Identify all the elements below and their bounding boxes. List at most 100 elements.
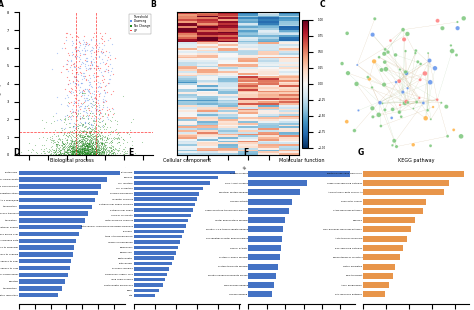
Point — [67, 151, 74, 156]
Point — [91, 100, 99, 105]
Point — [52, 141, 59, 146]
Point — [95, 89, 102, 94]
Point — [69, 148, 77, 153]
Point — [71, 128, 78, 133]
Point — [120, 149, 128, 154]
Point — [47, 138, 55, 143]
Point — [43, 135, 51, 140]
Point — [102, 49, 109, 54]
Point — [91, 95, 99, 100]
Point — [382, 47, 389, 52]
Point — [73, 69, 80, 74]
Point — [80, 145, 88, 150]
Point — [109, 112, 117, 117]
Point — [35, 136, 43, 141]
Point — [69, 153, 76, 157]
Point — [62, 35, 70, 40]
Point — [40, 134, 47, 139]
Point — [94, 149, 101, 154]
Point — [53, 145, 61, 150]
Point — [82, 152, 90, 157]
Point — [66, 80, 74, 85]
Point — [81, 152, 88, 157]
Point — [84, 145, 92, 150]
Point — [83, 150, 91, 155]
Point — [83, 147, 91, 152]
Point — [96, 151, 103, 156]
Point — [88, 131, 96, 136]
Point — [67, 147, 74, 152]
Point — [67, 59, 74, 64]
Point — [70, 152, 78, 157]
Point — [92, 134, 100, 139]
Point — [89, 143, 97, 148]
Point — [76, 116, 84, 121]
Point — [84, 97, 91, 102]
Point — [85, 144, 92, 148]
Point — [86, 80, 94, 85]
Point — [67, 149, 75, 154]
Point — [71, 145, 78, 150]
Point — [78, 147, 85, 152]
Point — [68, 150, 76, 155]
Point — [64, 75, 71, 80]
Point — [86, 131, 94, 136]
Point — [70, 141, 78, 146]
Point — [90, 131, 98, 135]
Point — [116, 135, 123, 140]
Point — [82, 148, 90, 153]
Point — [69, 141, 76, 146]
Point — [74, 148, 82, 153]
Point — [78, 150, 86, 155]
Point — [63, 67, 71, 72]
Point — [73, 152, 81, 157]
Point — [96, 110, 104, 115]
Point — [77, 152, 84, 157]
Point — [81, 141, 88, 146]
Point — [93, 140, 101, 145]
Point — [93, 132, 101, 137]
Point — [73, 113, 81, 118]
Point — [91, 152, 99, 157]
Bar — [363, 189, 444, 195]
Bar — [134, 203, 195, 206]
Point — [97, 144, 105, 149]
Point — [52, 148, 60, 153]
Point — [70, 150, 77, 155]
Point — [91, 125, 99, 130]
Point — [72, 130, 80, 135]
Point — [60, 142, 68, 147]
Point — [82, 152, 90, 157]
Point — [80, 100, 87, 105]
Point — [88, 144, 95, 148]
Bar — [248, 189, 300, 195]
Point — [100, 150, 108, 155]
Point — [93, 148, 100, 153]
Point — [47, 140, 55, 144]
Point — [73, 34, 81, 39]
Point — [402, 99, 410, 104]
Point — [100, 142, 108, 147]
Point — [84, 149, 91, 154]
Point — [87, 144, 95, 149]
Point — [103, 148, 110, 153]
Point — [84, 120, 91, 125]
Point — [83, 144, 91, 149]
Point — [88, 149, 96, 154]
Point — [82, 148, 89, 153]
Point — [98, 140, 106, 145]
Point — [88, 63, 96, 68]
Point — [73, 148, 81, 153]
Point — [60, 149, 68, 154]
Point — [62, 151, 70, 156]
Point — [100, 143, 108, 148]
Point — [102, 133, 109, 138]
Point — [87, 83, 95, 88]
Point — [73, 150, 81, 155]
Bar — [248, 208, 289, 214]
Point — [61, 152, 68, 157]
Point — [92, 134, 100, 139]
Point — [84, 152, 91, 157]
Point — [123, 140, 131, 145]
Point — [97, 36, 105, 41]
